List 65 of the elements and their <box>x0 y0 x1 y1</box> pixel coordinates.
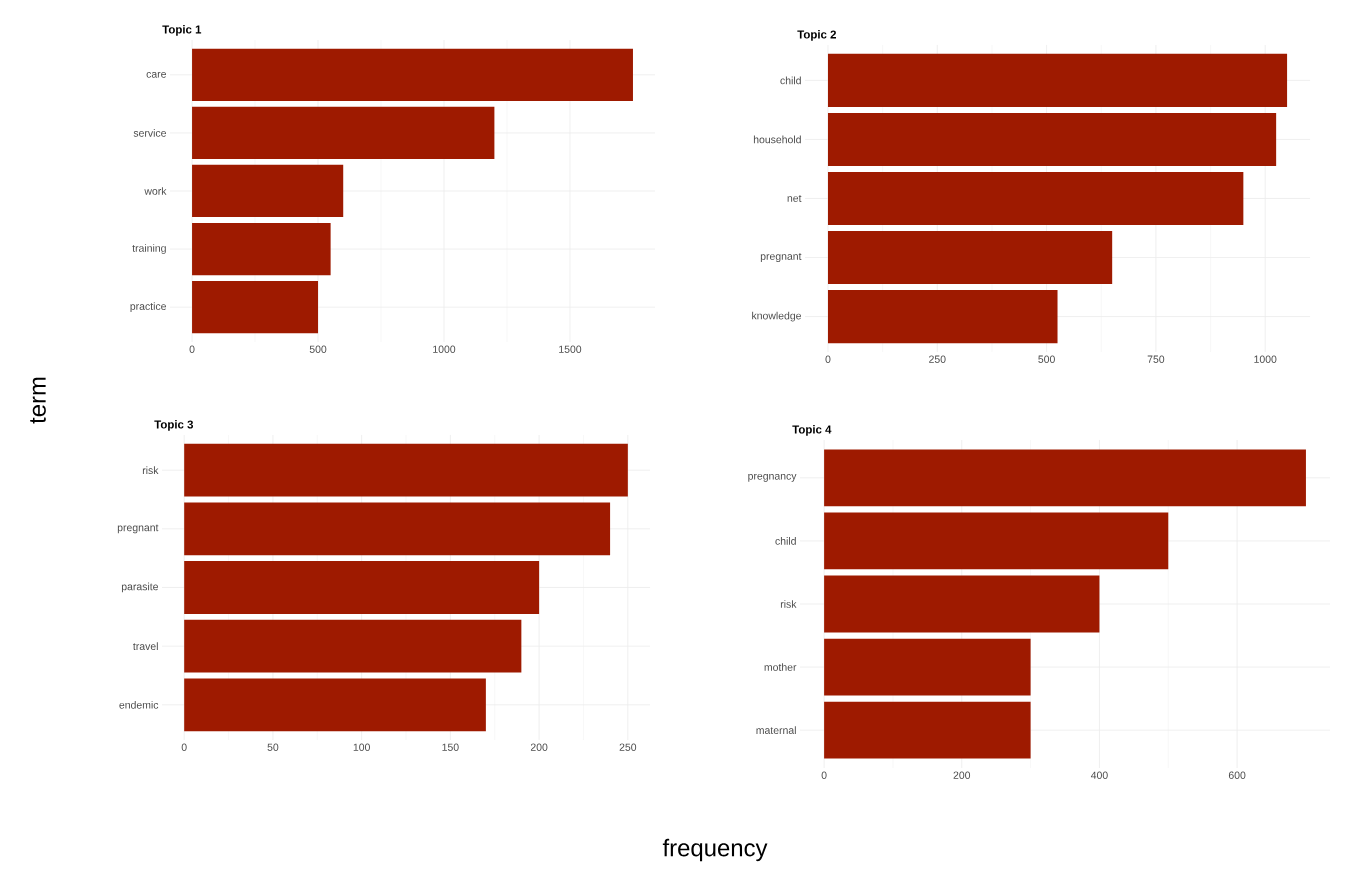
x-tick-label: 200 <box>530 743 548 751</box>
bar <box>192 281 319 334</box>
bar <box>184 561 540 614</box>
chart-title: Topic 3 <box>154 420 194 431</box>
x-tick-label: 0 <box>181 743 187 751</box>
bar <box>827 53 1288 107</box>
y-tick-label: child <box>775 537 796 545</box>
bar <box>192 48 633 101</box>
bar <box>824 575 1100 633</box>
y-tick-label: training <box>132 244 166 254</box>
bar <box>184 443 628 497</box>
x-tick-label: 0 <box>821 771 827 779</box>
y-tick-label: care <box>146 71 167 78</box>
x-tick-label: 600 <box>1228 771 1246 779</box>
y-tick-label: mother <box>764 663 797 671</box>
bar <box>827 230 1113 285</box>
y-tick-label: knowledge <box>752 311 802 322</box>
y-tick-label: pregnancy <box>748 473 797 482</box>
x-tick-label: 100 <box>353 743 370 751</box>
bar <box>192 106 495 160</box>
y-tick-label: child <box>780 76 801 85</box>
y-tick-label: pregnant <box>760 253 802 262</box>
y-tick-label: household <box>753 135 801 144</box>
bar <box>184 502 611 556</box>
y-tick-label: net <box>787 195 802 202</box>
y-axis-title: term <box>30 377 46 424</box>
y-tick-label: practice <box>130 302 167 313</box>
chart-title: Topic 2 <box>797 30 836 41</box>
x-tick-label: 250 <box>929 355 946 363</box>
bar <box>192 164 344 218</box>
bar <box>184 678 486 732</box>
chart-title: Topic 4 <box>792 425 832 436</box>
x-tick-label: 1500 <box>559 345 582 353</box>
y-tick-label: parasite <box>121 582 159 593</box>
bar <box>827 171 1244 226</box>
y-tick-label: travel <box>133 642 158 650</box>
y-tick-label: service <box>133 129 167 137</box>
y-tick-label: risk <box>142 466 159 475</box>
bar <box>824 449 1306 507</box>
x-tick-label: 0 <box>825 355 831 363</box>
y-tick-label: endemic <box>119 700 159 709</box>
x-tick-label: 0 <box>189 345 195 353</box>
bar <box>824 512 1169 570</box>
bar <box>824 701 1031 759</box>
x-tick-label: 1000 <box>433 345 456 353</box>
x-tick-label: 1000 <box>1254 355 1277 363</box>
x-tick-label: 400 <box>1090 771 1108 779</box>
chart-title: Topic 1 <box>162 25 202 36</box>
bar <box>824 638 1031 696</box>
x-tick-label: 150 <box>442 743 459 751</box>
x-axis-title: frequency <box>662 838 768 862</box>
x-tick-label: 500 <box>309 345 327 353</box>
x-tick-label: 500 <box>1038 355 1055 363</box>
y-tick-label: risk <box>780 600 797 608</box>
bar <box>827 290 1058 344</box>
x-tick-label: 250 <box>619 743 637 751</box>
y-tick-label: pregnant <box>117 524 159 534</box>
y-tick-label: work <box>144 187 167 195</box>
bar <box>827 112 1277 167</box>
y-tick-label: maternal <box>756 726 796 734</box>
bar <box>184 619 522 673</box>
x-tick-label: 200 <box>953 771 971 779</box>
bar <box>192 222 331 276</box>
x-tick-label: 50 <box>267 743 279 751</box>
x-tick-label: 750 <box>1147 355 1165 363</box>
